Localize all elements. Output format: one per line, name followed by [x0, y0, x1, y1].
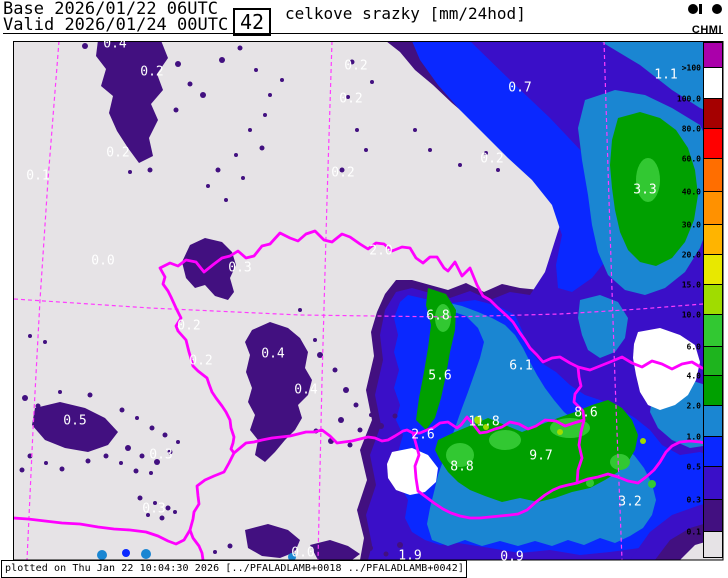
scale-tick-label: 20.0: [681, 250, 701, 260]
scale-segment: [703, 346, 723, 376]
map-value-label: 6.8: [426, 308, 450, 324]
scale-segment: [703, 254, 723, 285]
map-value-label: 0.2: [344, 58, 368, 74]
valid-label: Valid: [3, 15, 55, 35]
map-value-label: 0.3: [142, 501, 166, 517]
scale-segment: [703, 224, 723, 255]
scale-tick-label: 1.0: [686, 432, 701, 442]
latlon-grid: [14, 42, 723, 560]
scale-tick-label: 0.5: [686, 462, 701, 472]
map-value-label: 1.1: [654, 67, 678, 83]
map-value-label: 3.3: [633, 182, 657, 198]
scale-tick-label: 6.0: [686, 342, 701, 352]
scale-tick-label: 15.0: [681, 280, 701, 290]
map-value-label: 0.5: [63, 413, 87, 429]
scale-segment: [703, 67, 723, 99]
map-value-label: 0.4: [294, 382, 318, 398]
color-scale: [703, 42, 723, 558]
map-value-label: 0.2: [331, 165, 355, 181]
scale-tick-label: 30.0: [681, 220, 701, 230]
forecast-step-badge: 42: [233, 8, 271, 36]
scale-segment: [703, 531, 723, 558]
map-value-label: 9.7: [529, 448, 553, 464]
map-value-label: 2.6: [411, 427, 435, 443]
valid-value: 2026/01/24 00UTC: [64, 15, 229, 35]
valid-time-row: Valid 2026/01/24 00UTC: [3, 15, 229, 35]
scale-segment: [703, 499, 723, 532]
map-value-label: 0.2: [480, 151, 504, 167]
map-value-label: 0.9: [500, 549, 524, 565]
scale-segment: [703, 405, 723, 437]
chmi-logo-icon: [688, 4, 722, 23]
map-value-label: 2.0: [369, 243, 393, 259]
base-value: 2026/01/22 06UTC: [54, 0, 218, 19]
map-value-label: 0.4: [103, 36, 127, 52]
scale-segment: [703, 436, 723, 467]
scale-segment: [703, 375, 723, 406]
plot-timestamp: plotted on Thu Jan 22 10:04:30 2026 [../…: [5, 563, 465, 574]
map-value-label: 3.2: [618, 494, 642, 510]
map-value-label: 0.2: [177, 318, 201, 334]
map-value-label: 0.3: [149, 447, 173, 463]
base-time-row: Base 2026/01/22 06UTC: [3, 0, 218, 19]
scale-tick-label: 100.0: [676, 94, 701, 104]
scale-segment: [703, 284, 723, 315]
scale-tick-label: 0.3: [686, 495, 701, 505]
header-divider: [3, 33, 723, 34]
speckle-dots: [19, 43, 500, 557]
base-label: Base: [3, 0, 44, 19]
scale-segment: [703, 158, 723, 192]
map-value-label: 0.7: [508, 80, 532, 96]
map-value-label: 0.0: [291, 545, 315, 561]
map-value-label: 0.4: [261, 346, 285, 362]
scale-tick-label: 60.0: [681, 154, 701, 164]
footer: plotted on Thu Jan 22 10:04:30 2026 [../…: [1, 560, 467, 578]
map-value-label: 0.3: [228, 260, 252, 276]
scale-tick-label: 10.0: [681, 310, 701, 320]
scale-tick-label: 4.0: [686, 371, 701, 381]
map-value-label: 11.8: [468, 414, 500, 430]
scale-segment: [703, 98, 723, 129]
scale-segment: [703, 314, 723, 347]
map-value-label: 0.2: [189, 353, 213, 369]
map-value-label: 8.6: [574, 405, 598, 421]
map-value-label: 6.1: [509, 358, 533, 374]
scale-tick-label: 0.1: [686, 527, 701, 537]
scale-tick-label: 40.0: [681, 187, 701, 197]
czech-border: [158, 229, 586, 455]
scale-tick-label: 2.0: [686, 401, 701, 411]
map-value-label: 0.1: [26, 168, 50, 184]
scale-segment: [703, 128, 723, 159]
scale-segment: [703, 42, 723, 68]
scale-tick-label: 80.0: [681, 124, 701, 134]
scale-segment: [703, 191, 723, 225]
map-value-label: 5.6: [428, 368, 452, 384]
scale-tick-label: >100: [681, 63, 701, 73]
map-value-label: 8.8: [450, 459, 474, 475]
map-value-label: 0.2: [339, 91, 363, 107]
map-value-label: 0.2: [106, 145, 130, 161]
map-value-label: 0.0: [91, 253, 115, 269]
product-title: celkove srazky [mm/24hod]: [285, 4, 526, 23]
scale-segment: [703, 466, 723, 500]
map-value-label: 0.2: [140, 64, 164, 80]
map-value-label: 1.9: [398, 548, 422, 564]
